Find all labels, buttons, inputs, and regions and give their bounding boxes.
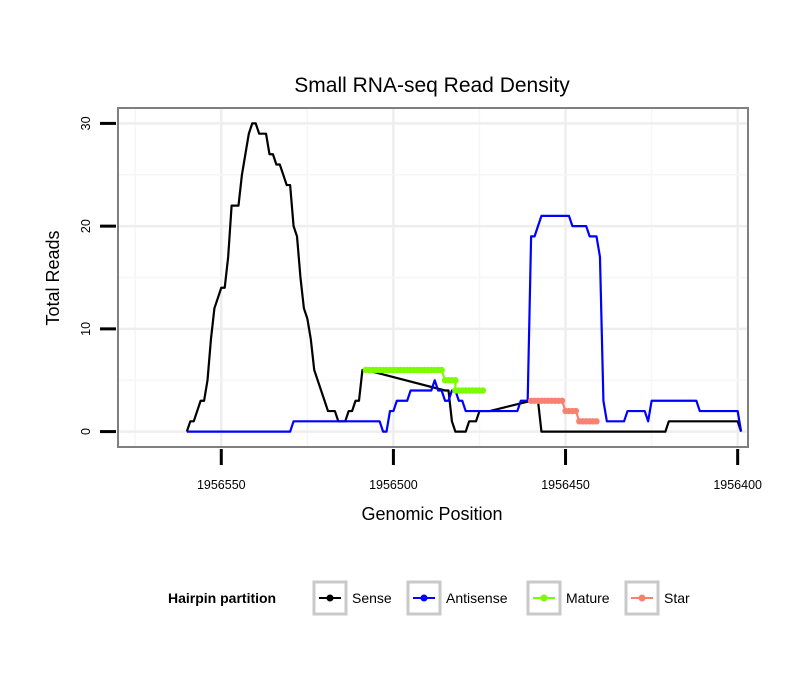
data-point [572, 407, 580, 415]
data-point [558, 397, 566, 404]
x-tick-label: 1956400 [713, 478, 762, 492]
y-tick-label: 10 [79, 322, 93, 336]
y-tick-label: 20 [79, 219, 93, 233]
x-tick-label: 1956500 [369, 478, 418, 492]
chart-title: Small RNA-seq Read Density [294, 74, 570, 97]
legend-item-star: Star [624, 580, 690, 616]
series-line-sense [185, 122, 743, 433]
legend-label: Antisense [446, 590, 508, 606]
legend: Hairpin partition Sense Antisense Mature St… [168, 580, 690, 616]
data-point [593, 418, 600, 425]
series-star [527, 397, 600, 425]
x-tick-label: 1956550 [197, 478, 246, 492]
legend-label: Sense [352, 590, 392, 606]
legend-title: Hairpin partition [168, 590, 276, 606]
x-axis-title: Genomic Position [361, 504, 502, 524]
data-point [452, 377, 459, 384]
legend-key-point [540, 594, 548, 602]
legend-item-mature: Mature [526, 580, 610, 616]
series-antisense [186, 214, 743, 433]
legend-key-point [420, 594, 428, 602]
series-mature [362, 366, 487, 394]
series-sense [185, 122, 743, 433]
legend-label: Star [664, 590, 690, 606]
legend-label: Mature [566, 590, 610, 606]
x-tick-label: 1956450 [541, 478, 590, 492]
data-point [438, 366, 445, 374]
data-point [479, 387, 487, 394]
legend-item-sense: Sense [312, 580, 392, 616]
legend-key-point [326, 594, 334, 602]
series-line-antisense [186, 214, 743, 433]
gridlines [118, 108, 748, 447]
y-axis-title: Total Reads [43, 230, 63, 325]
series-layer [185, 122, 743, 433]
y-tick-label: 0 [79, 428, 93, 435]
legend-key-point [638, 594, 646, 602]
legend-item-antisense: Antisense [406, 580, 508, 616]
y-tick-label: 30 [79, 116, 93, 130]
axes: 0 10 20 30 1956550 1956500 1956450 1956400 [79, 116, 762, 492]
plot-border [117, 107, 749, 448]
